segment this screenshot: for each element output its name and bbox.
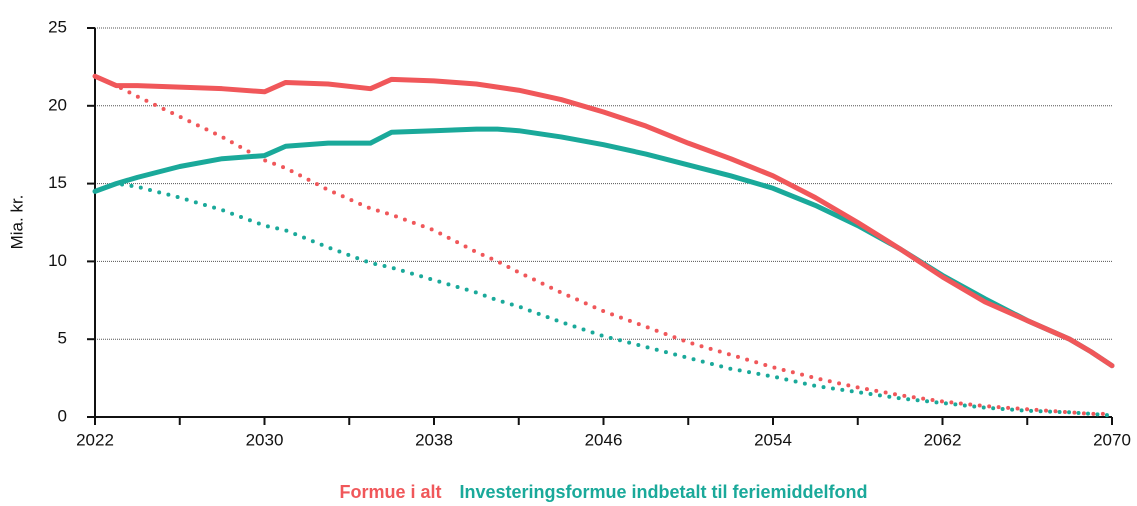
y-tick-label: 10 [48, 251, 67, 270]
x-tick-label: 2046 [585, 430, 623, 449]
y-tick-label: 0 [58, 406, 67, 425]
dotted-line [93, 181, 1114, 418]
x-tick-label: 2030 [246, 430, 284, 449]
x-tick-label: 2054 [754, 430, 792, 449]
y-axis-label: Mia. kr. [7, 195, 26, 250]
line [92, 73, 1115, 369]
y-tick-label: 20 [48, 95, 67, 114]
y-tick-label: 25 [48, 17, 67, 36]
legend: Formue i alt Investeringsformue indbetalt… [339, 482, 867, 502]
x-tick-label: 2022 [76, 430, 114, 449]
x-tick-label: 2062 [924, 430, 962, 449]
line [92, 126, 1115, 369]
legend-entry: Investeringsformue indbetalt til feriemi… [459, 482, 867, 502]
dotted-line [93, 74, 1114, 416]
y-tick-label: 15 [48, 173, 67, 192]
x-tick-label: 2070 [1093, 430, 1131, 449]
x-tick-label: 2038 [415, 430, 453, 449]
y-tick-label: 5 [58, 329, 67, 348]
legend-entry: Formue i alt [339, 482, 441, 502]
